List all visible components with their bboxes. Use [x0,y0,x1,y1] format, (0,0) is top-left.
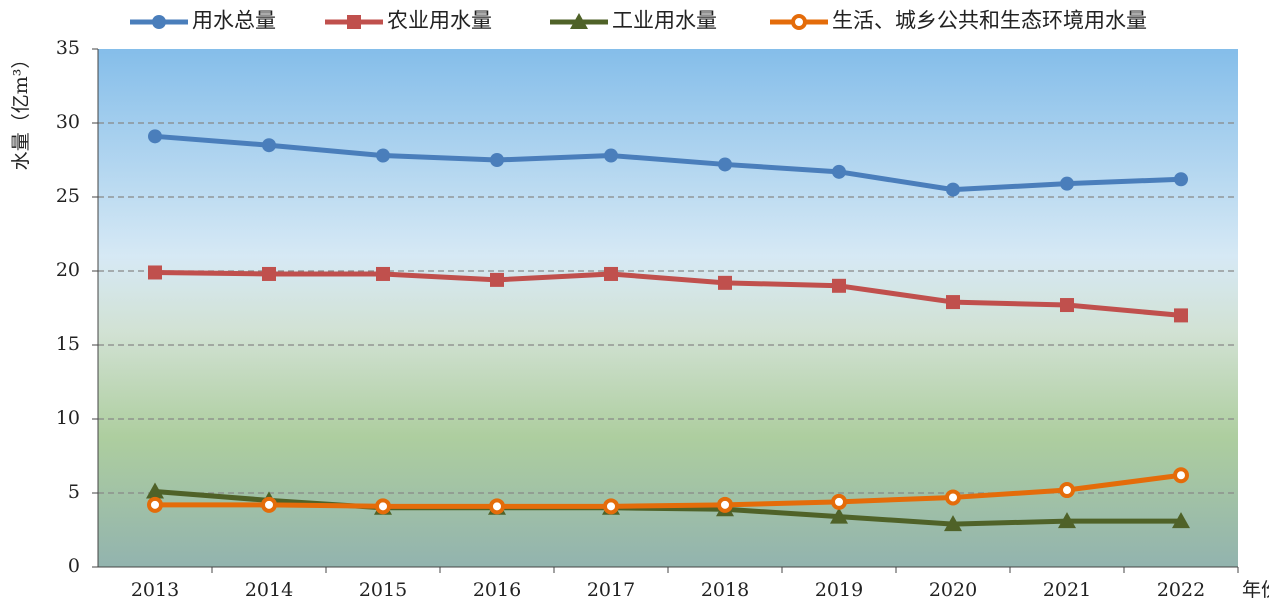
legend-label: 用水总量 [192,9,276,33]
data-point [604,266,618,281]
data-point [1173,467,1189,484]
data-point [376,148,390,163]
data-point [147,496,163,513]
y-tick-label: 20 [56,259,80,281]
data-point [831,493,847,510]
data-point [946,295,960,310]
data-point [490,272,504,287]
y-axis-label: 水量（亿m³） [10,50,32,171]
data-point [1059,482,1075,499]
legend-marker [152,15,166,29]
data-point [490,153,504,167]
legend-marker [347,15,361,29]
data-point [1172,512,1190,529]
data-point [148,265,162,280]
legend-label: 生活、城乡公共和生态环境用水量 [832,9,1147,33]
data-point [1174,172,1188,187]
data-point [945,489,961,506]
legend-marker [570,13,588,29]
data-point [376,266,390,281]
data-point [262,138,276,153]
data-point [718,157,732,172]
background-photo [98,49,1238,567]
x-tick-label: 2021 [1043,579,1091,601]
legend-label: 工业用水量 [612,9,717,33]
y-tick-label: 25 [56,185,80,207]
data-point [1058,512,1076,529]
data-point [830,507,848,524]
data-point [148,129,162,144]
x-tick-label: 2015 [359,579,407,601]
x-tick-label: 2016 [473,579,521,601]
data-point [1174,308,1188,323]
series-line [155,472,1182,509]
series-line [154,133,1182,193]
data-point [946,182,960,197]
legend-label: 农业用水量 [387,9,492,33]
x-tick-label: 2022 [1157,579,1205,601]
data-point [1060,298,1074,313]
data-point [489,498,505,515]
y-tick-label: 0 [68,555,80,577]
data-point [832,164,846,179]
data-point [832,278,846,293]
data-point [603,498,619,515]
y-tick-label: 30 [56,111,80,133]
data-point [1060,176,1074,191]
x-tick-label: 2014 [245,579,293,601]
data-point [717,496,733,513]
y-tick-label: 10 [56,407,80,429]
y-tick-label: 15 [56,333,80,355]
data-point [262,266,276,281]
legend-marker [791,14,807,30]
data-point [718,275,732,290]
y-tick-label: 5 [68,481,80,503]
x-tick-label: 2017 [587,579,635,601]
x-tick-label: 2013 [131,579,179,601]
data-point [375,498,391,515]
x-tick-label: 2019 [815,579,863,601]
series-line [154,269,1182,318]
data-point [944,515,962,532]
data-point [261,496,277,513]
x-tick-label: 2020 [929,579,977,601]
x-axis-label: 年份 [1242,579,1269,601]
x-tick-label: 2018 [701,579,749,601]
data-point [146,482,164,499]
data-point [604,148,618,163]
y-tick-label: 35 [56,37,80,59]
